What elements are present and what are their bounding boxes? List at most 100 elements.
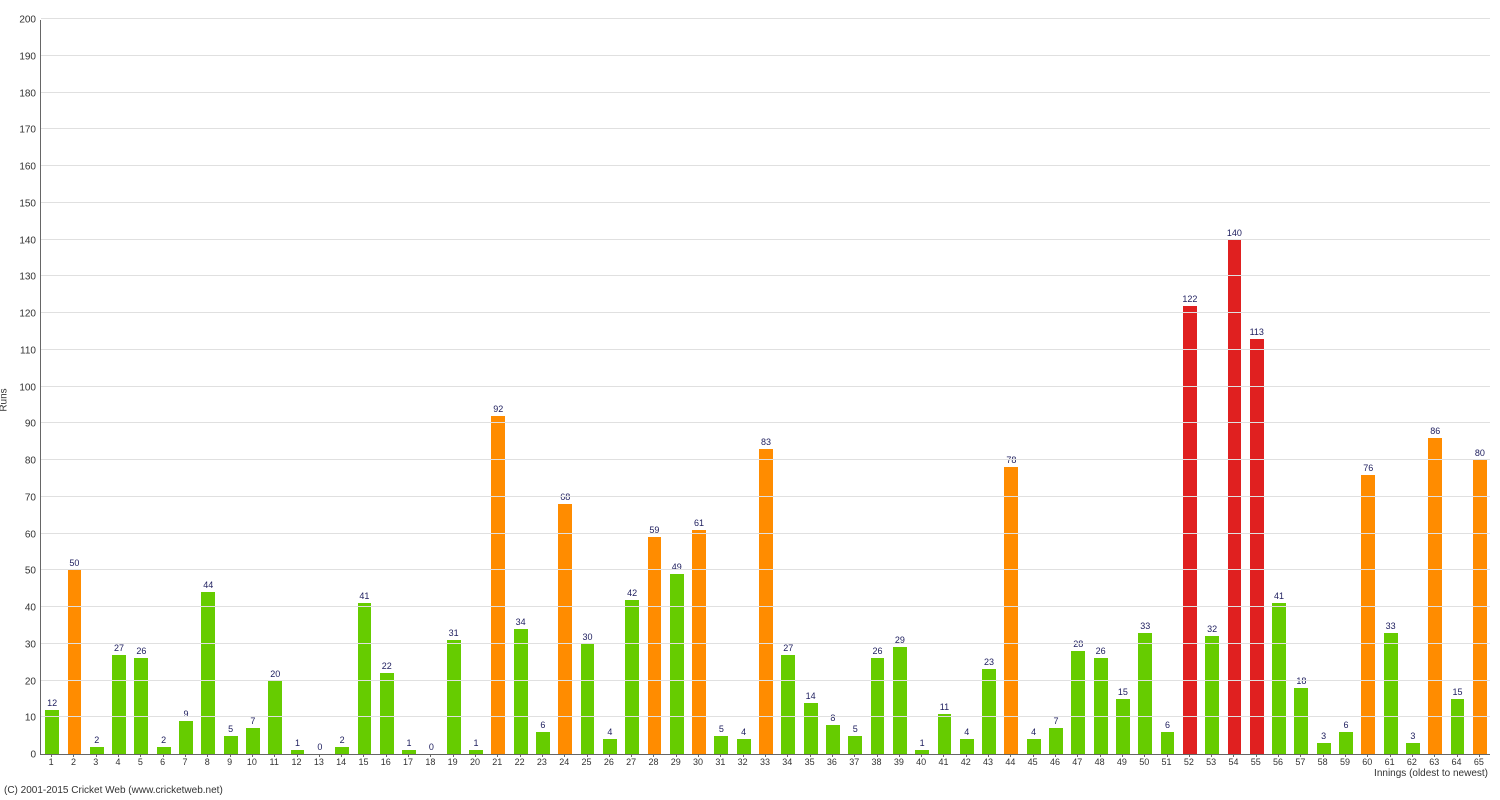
bar: 2 [335,747,349,754]
x-tick-label: 9 [227,757,232,767]
grid-line [41,606,1490,607]
bar-value-label: 6 [1343,720,1348,732]
bar-value-label: 9 [183,709,188,721]
bar-value-label: 3 [1410,731,1415,743]
bar: 32 [1205,636,1219,754]
y-tick-label: 100 [6,382,36,393]
y-tick-label: 140 [6,235,36,246]
y-tick-label: 120 [6,309,36,320]
bar-value-label: 4 [964,727,969,739]
y-tick-label: 190 [6,51,36,62]
x-tick-label: 35 [805,757,815,767]
bar: 86 [1428,438,1442,754]
y-tick-label: 20 [6,676,36,687]
y-tick-label: 110 [6,345,36,356]
x-tick-label: 55 [1251,757,1261,767]
y-tick-label: 170 [6,125,36,136]
bar-value-label: 18 [1296,676,1306,688]
bar-value-label: 44 [203,580,213,592]
bar: 34 [514,629,528,754]
bar-value-label: 32 [1207,624,1217,636]
x-tick-label: 49 [1117,757,1127,767]
x-tick-label: 13 [314,757,324,767]
bar-value-label: 33 [1386,621,1396,633]
copyright-text: (C) 2001-2015 Cricket Web (www.cricketwe… [4,785,223,796]
bar: 20 [268,681,282,755]
y-tick-label: 70 [6,492,36,503]
bar: 15 [1116,699,1130,754]
x-tick-label: 57 [1295,757,1305,767]
x-tick-label: 43 [983,757,993,767]
bar: 11 [938,714,952,754]
bar-value-label: 5 [228,724,233,736]
x-tick-label: 45 [1028,757,1038,767]
x-tick-label: 15 [358,757,368,767]
bar-value-label: 5 [853,724,858,736]
bar: 5 [848,736,862,754]
x-tick-label: 33 [760,757,770,767]
bar-value-label: 8 [830,713,835,725]
x-tick-label: 62 [1407,757,1417,767]
x-tick-label: 7 [182,757,187,767]
bar: 27 [112,655,126,754]
grid-line [41,275,1490,276]
x-tick-label: 32 [738,757,748,767]
bar-value-label: 61 [694,518,704,530]
bar-value-label: 5 [719,724,724,736]
bar-value-label: 42 [627,588,637,600]
bar-value-label: 1 [920,738,925,750]
bar: 6 [536,732,550,754]
bar: 49 [670,574,684,754]
bar: 27 [781,655,795,754]
bar-value-label: 23 [984,657,994,669]
grid-line [41,643,1490,644]
x-tick-label: 64 [1452,757,1462,767]
x-tick-label: 25 [582,757,592,767]
bar-value-label: 4 [607,727,612,739]
y-tick-label: 180 [6,88,36,99]
bar-value-label: 6 [1165,720,1170,732]
grid-line [41,128,1490,129]
bars-container: 1250227262944572010241221031192346683044… [41,20,1490,754]
bar: 9 [179,721,193,754]
y-tick-label: 90 [6,419,36,430]
x-tick-label: 11 [270,757,279,767]
x-tick-label: 53 [1206,757,1216,767]
grid-line [41,55,1490,56]
bar-value-label: 26 [873,646,883,658]
bar: 113 [1250,339,1264,754]
bar: 26 [871,658,885,754]
x-tick-label: 5 [138,757,143,767]
bar: 7 [246,728,260,754]
x-tick-label: 41 [938,757,948,767]
bar: 4 [737,739,751,754]
x-tick-label: 50 [1139,757,1149,767]
grid-line [41,202,1490,203]
x-tick-label: 16 [381,757,391,767]
y-tick-label: 10 [6,713,36,724]
bar: 3 [1317,743,1331,754]
x-tick-label: 17 [403,757,413,767]
y-tick-label: 30 [6,639,36,650]
bar-value-label: 14 [806,691,816,703]
y-tick-label: 130 [6,272,36,283]
x-tick-label: 40 [916,757,926,767]
x-tick-label: 60 [1362,757,1372,767]
x-tick-label: 51 [1162,757,1172,767]
bar-value-label: 15 [1453,687,1463,699]
bar: 42 [625,600,639,754]
bar: 26 [134,658,148,754]
x-tick-label: 56 [1273,757,1283,767]
x-tick-label: 58 [1318,757,1328,767]
bar-value-label: 28 [1073,639,1083,651]
bar: 6 [1161,732,1175,754]
bar: 4 [603,739,617,754]
bar: 3 [1406,743,1420,754]
y-tick-label: 160 [6,162,36,173]
bar-value-label: 2 [340,735,345,747]
bar-value-label: 0 [429,742,434,754]
bar: 28 [1071,651,1085,754]
bar: 76 [1361,475,1375,754]
grid-line [41,680,1490,681]
bar: 33 [1384,633,1398,754]
